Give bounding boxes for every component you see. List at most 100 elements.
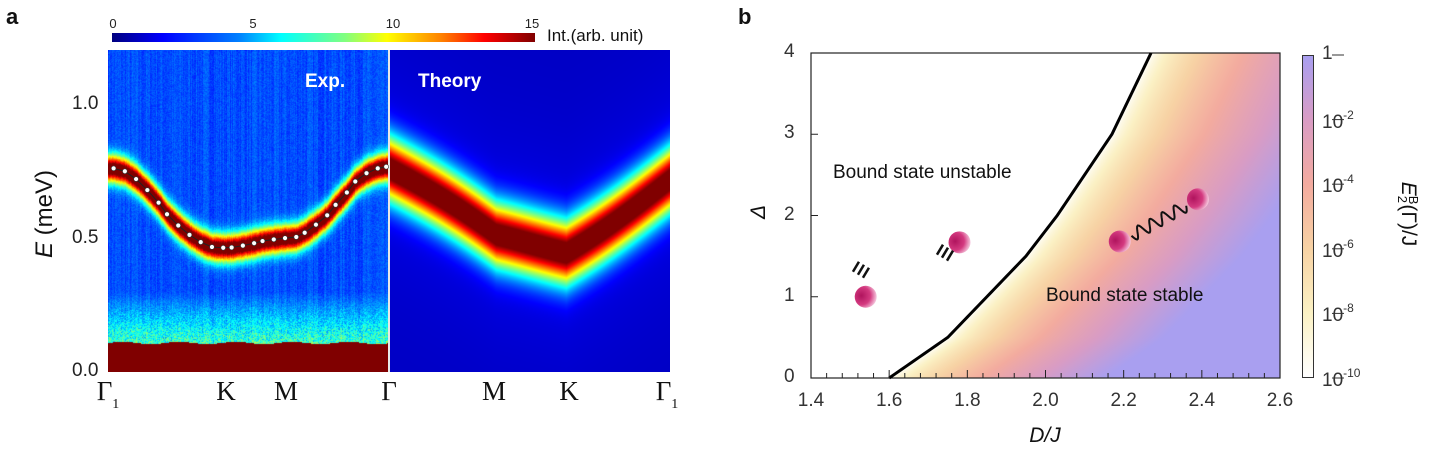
cb-tick-base: 1 [1322, 43, 1333, 64]
x-tick-main: Γ [655, 376, 672, 406]
plot-frame [810, 52, 1281, 379]
exp-label: Exp. [305, 71, 346, 92]
cb-tick-base: 10 [1322, 240, 1344, 262]
x-tick-label: 1.6 [875, 390, 903, 411]
exp-data-point [110, 165, 117, 172]
cb-tick-exp: -4 [1343, 172, 1354, 187]
exp-data-point [133, 176, 139, 182]
colorbar-tick: 5 [249, 16, 257, 31]
cb-label-sub: 2 [1394, 195, 1410, 203]
x-tick-label: 2.6 [1266, 390, 1294, 411]
magnon-particle-icon [854, 285, 877, 308]
y-tick: 1.0 [72, 93, 99, 114]
colorbar-tick: 15 [524, 16, 540, 31]
exp-data-point [175, 222, 181, 229]
theory-label: Theory [418, 71, 482, 92]
y-tick: 0.5 [72, 227, 99, 248]
cb-tick-base: 10 [1322, 305, 1344, 327]
exp-heatmap [108, 50, 389, 372]
panel-b-letter: b [738, 4, 752, 29]
exp-data-point [209, 244, 215, 250]
exp-data-point [332, 202, 339, 208]
x-tick-label: Γ [381, 376, 397, 407]
intensity-colorbar [112, 33, 535, 42]
exp-data-point [344, 189, 350, 196]
x-tick-main: M [273, 376, 299, 406]
colorbar-tick: 0 [109, 16, 117, 31]
x-tick-label: M [274, 376, 298, 407]
theory-heatmap [389, 50, 670, 372]
exp-data-point [228, 244, 235, 251]
cb-tick-base: 10 [1322, 176, 1344, 198]
x-tick-label: 2.2 [1110, 390, 1137, 411]
exp-data-point [251, 240, 257, 246]
x-tick-label: 1.8 [954, 390, 981, 411]
cb-tick-exp: -10 [1343, 366, 1361, 380]
exp-data-point [282, 235, 288, 241]
x-axis-label: D/J [1029, 424, 1061, 447]
exp-data-point [375, 165, 381, 172]
x-tick-sub: 1 [112, 397, 120, 412]
exp-data-point [198, 239, 204, 245]
bound-interaction-spring-icon [1130, 204, 1188, 241]
colorbar-label-energy: EB 2(Γ)/J [1394, 154, 1421, 274]
y-axis-label: E (meV) [31, 144, 59, 284]
magnon-particle-icon [1186, 188, 1209, 211]
unstable-region-label: Bound state unstable [833, 162, 1012, 183]
phase-diagram-heatmap [811, 53, 1280, 378]
colorbar-tick-label: 10-2 [1322, 108, 1354, 134]
exp-data-point [324, 212, 330, 218]
broken-bond-icon [851, 261, 861, 273]
exp-fit-line [113, 166, 387, 249]
exp-data-points [110, 164, 389, 251]
x-tick-main: Γ [381, 376, 397, 406]
y-label-var: E [31, 242, 58, 259]
cb-tick-base: 10 [1322, 111, 1344, 133]
y-tick-label: 1 [784, 284, 795, 306]
y-tick: 0.0 [72, 360, 99, 381]
y-axis-label-delta: Δ [747, 204, 771, 220]
magnon-particle-icon [948, 231, 971, 254]
colorbar-tick-label: 10-8 [1322, 301, 1354, 327]
y-tick-label: 3 [784, 122, 795, 144]
exp-data-point [383, 164, 389, 170]
exp-data-point [155, 199, 162, 206]
magnon-particle-icon [1108, 230, 1131, 253]
x-tick-main: K [559, 376, 579, 406]
x-tick-label: 2.4 [1188, 390, 1216, 411]
broken-bond-icon [945, 250, 955, 262]
colorbar-tick-label: 10-10 [1322, 366, 1360, 392]
cb-tick-exp: -6 [1343, 236, 1354, 251]
x-tick-label: K [216, 376, 236, 407]
exp-data-point [293, 234, 299, 240]
broken-bond-icon [856, 264, 866, 276]
x-tick-label: 1.4 [797, 390, 825, 411]
exp-data-point [164, 211, 170, 217]
x-tick-label: Γ1 [97, 376, 120, 413]
exp-data-point [144, 187, 151, 193]
cb-label-E: E [1397, 181, 1420, 196]
x-tick-sub: 1 [671, 397, 679, 412]
exp-data-point [313, 221, 319, 228]
exp-data-point [259, 238, 266, 244]
panel-a-letter: a [6, 4, 19, 29]
x-tick-label: 2.0 [1032, 390, 1059, 411]
cb-tick-exp: -2 [1343, 107, 1354, 122]
x-tick-label: K [559, 376, 579, 407]
broken-bond-icon [861, 267, 871, 279]
y-tick-label: 4 [784, 41, 795, 62]
cb-tick-base: 10 [1322, 370, 1344, 391]
phase-boundary-curve [888, 52, 1153, 380]
colorbar-tick: 10 [385, 16, 401, 31]
exp-data-point [271, 236, 277, 243]
cb-tick-exp: -8 [1343, 301, 1354, 316]
colorbar-tick-label: 10-6 [1322, 237, 1354, 263]
phase-diagram-overlay [810, 52, 1344, 380]
x-tick-main: K [216, 376, 236, 406]
colorbar-tick-label: 10-4 [1322, 172, 1354, 198]
colorbar-label: Int.(arb. unit) [547, 26, 644, 45]
panel-divider [388, 50, 390, 372]
exp-data-point [122, 168, 128, 174]
exp-data-point [240, 242, 246, 249]
x-tick-label: M [482, 376, 506, 407]
